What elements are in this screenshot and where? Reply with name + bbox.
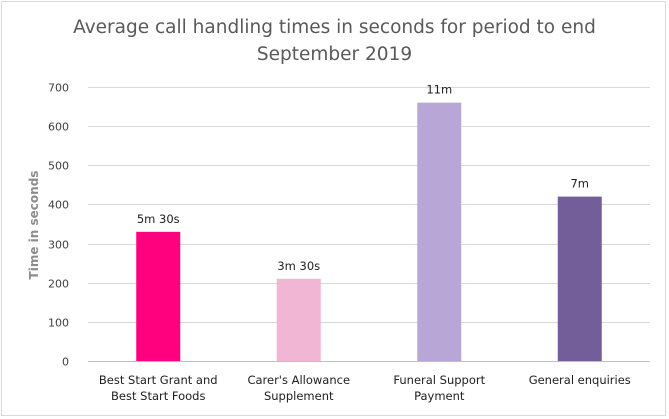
category-label-1: Best Start Grant and (99, 373, 218, 387)
y-axis-ticks: 0 100 200 300 400 500 600 700 (48, 82, 69, 369)
data-label-2: 3m 30s (277, 259, 320, 273)
chart-title-line-2: September 2019 (256, 44, 413, 65)
data-label-3: 11m (426, 83, 452, 97)
bar-1 (136, 231, 181, 361)
y-axis-title: Time in seconds (27, 171, 41, 280)
chart-title: Average call handling times in seconds f… (0, 14, 669, 68)
y-tick-label: 200 (48, 278, 69, 291)
category-label-3: Funeral Support (393, 373, 485, 387)
data-labels: 5m 30s 3m 30s 11m 7m (137, 83, 589, 273)
category-label-2: Carer's Allowance (247, 373, 350, 387)
category-label-2: Supplement (264, 389, 334, 403)
y-tick-label: 400 (48, 199, 69, 212)
category-labels: Best Start Grant and Best Start Foods Care… (99, 373, 631, 403)
bars (136, 102, 602, 362)
y-tick-label: 300 (48, 239, 69, 252)
bar-2 (276, 278, 321, 361)
data-label-1: 5m 30s (137, 212, 180, 226)
chart-title-line-1: Average call handling times in seconds f… (73, 17, 596, 38)
bar-4 (557, 196, 602, 361)
y-tick-label: 100 (48, 317, 69, 330)
y-tick-label: 500 (48, 160, 69, 173)
gridlines (88, 87, 650, 362)
bar-3 (417, 102, 462, 362)
y-tick-label: 700 (48, 82, 69, 95)
category-label-1: Best Start Foods (111, 389, 205, 403)
data-label-4: 7m (570, 177, 589, 191)
y-tick-label: 0 (62, 356, 69, 369)
category-label-4: General enquiries (529, 373, 631, 387)
category-label-3: Payment (414, 389, 465, 403)
y-tick-label: 600 (48, 121, 69, 134)
